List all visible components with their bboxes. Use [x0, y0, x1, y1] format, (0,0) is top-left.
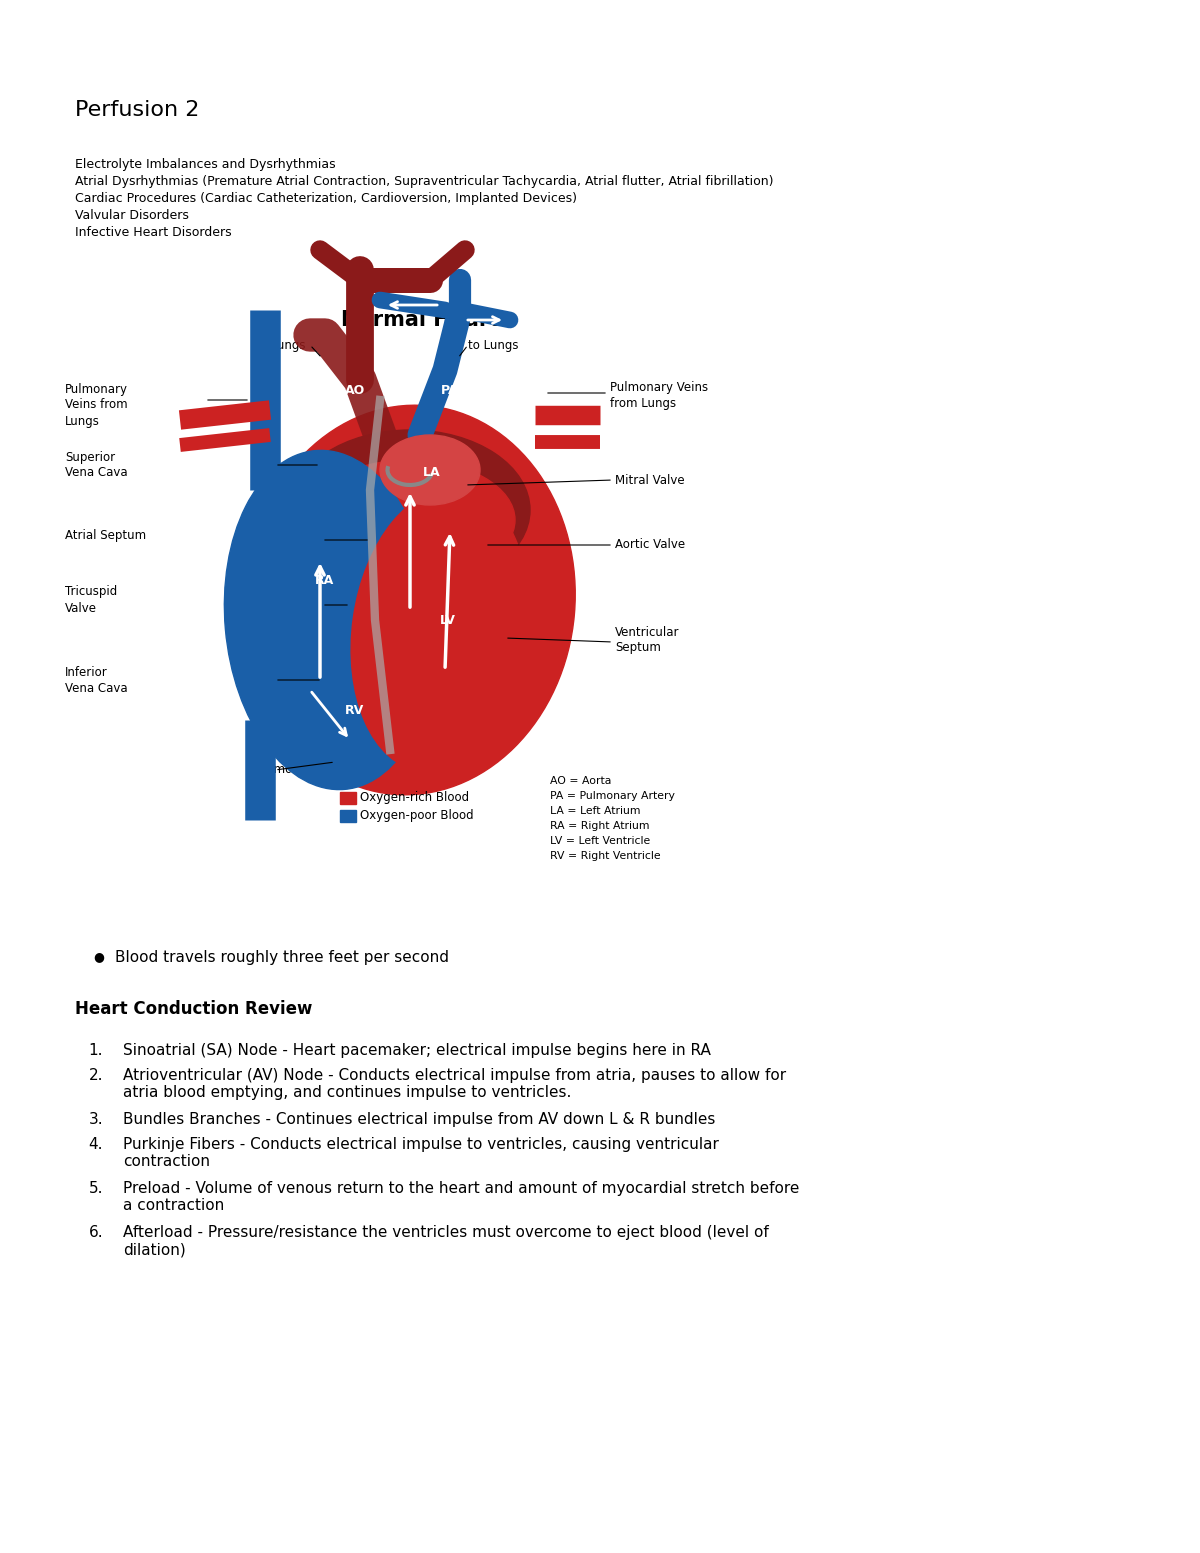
Text: Blood travels roughly three feet per second: Blood travels roughly three feet per sec… — [115, 950, 449, 964]
Ellipse shape — [245, 405, 575, 795]
Text: LV: LV — [440, 613, 456, 626]
Text: Cardiac Procedures (Cardiac Catheterization, Cardioversion, Implanted Devices): Cardiac Procedures (Cardiac Catheterizat… — [74, 193, 577, 205]
Text: Atrioventricular (AV) Node - Conducts electrical impulse from atria, pauses to a: Atrioventricular (AV) Node - Conducts el… — [124, 1068, 786, 1101]
Text: LA = Left Atrium: LA = Left Atrium — [550, 806, 641, 815]
Text: 2.: 2. — [89, 1068, 103, 1082]
Text: Pulmonary Veins
from Lungs: Pulmonary Veins from Lungs — [610, 380, 708, 410]
Text: 4.: 4. — [89, 1137, 103, 1152]
Ellipse shape — [290, 430, 530, 590]
Text: RV: RV — [346, 704, 365, 716]
Ellipse shape — [380, 435, 480, 505]
Text: Inferior
Vena Cava: Inferior Vena Cava — [65, 666, 127, 694]
Text: LA: LA — [424, 466, 440, 478]
Text: to Lungs: to Lungs — [256, 339, 306, 351]
Text: Pulmonary Valve: Pulmonary Valve — [256, 764, 354, 776]
Text: Ventricular
Septum: Ventricular Septum — [616, 626, 679, 654]
Text: PA = Pulmonary Artery: PA = Pulmonary Artery — [550, 790, 674, 801]
Text: Sinoatrial (SA) Node - Heart pacemaker; electrical impulse begins here in RA: Sinoatrial (SA) Node - Heart pacemaker; … — [124, 1044, 710, 1058]
Text: 6.: 6. — [89, 1225, 103, 1239]
Text: 1.: 1. — [89, 1044, 103, 1058]
Text: Valvular Disorders: Valvular Disorders — [74, 210, 188, 222]
Text: Superior
Vena Cava: Superior Vena Cava — [65, 450, 127, 480]
Text: Perfusion 2: Perfusion 2 — [74, 99, 199, 120]
Text: RA: RA — [316, 573, 335, 587]
Ellipse shape — [352, 488, 529, 772]
Text: Atrial Septum: Atrial Septum — [65, 528, 146, 542]
Text: RV = Right Ventricle: RV = Right Ventricle — [550, 851, 661, 860]
Text: Purkinje Fibers - Conducts electrical impulse to ventricles, causing ventricular: Purkinje Fibers - Conducts electrical im… — [124, 1137, 719, 1169]
Text: AO: AO — [344, 384, 365, 396]
Text: Heart Conduction Review: Heart Conduction Review — [74, 1000, 312, 1019]
Text: Electrolyte Imbalances and Dysrhythmias: Electrolyte Imbalances and Dysrhythmias — [74, 158, 336, 171]
Text: 5.: 5. — [89, 1180, 103, 1196]
Text: 3.: 3. — [89, 1112, 103, 1127]
Text: RA = Right Atrium: RA = Right Atrium — [550, 822, 649, 831]
Text: Pulmonary
Veins from
Lungs: Pulmonary Veins from Lungs — [65, 382, 128, 427]
Text: Preload - Volume of venous return to the heart and amount of myocardial stretch : Preload - Volume of venous return to the… — [124, 1180, 799, 1213]
Text: Tricuspid
Valve: Tricuspid Valve — [65, 585, 118, 615]
Text: Aortic Valve: Aortic Valve — [616, 539, 685, 551]
Text: ●: ● — [94, 950, 104, 963]
Text: to Lungs: to Lungs — [468, 339, 518, 351]
Text: Oxygen-rich Blood: Oxygen-rich Blood — [360, 792, 469, 804]
Text: Bundles Branches - Continues electrical impulse from AV down L & R bundles: Bundles Branches - Continues electrical … — [124, 1112, 715, 1127]
Text: Infective Heart Disorders: Infective Heart Disorders — [74, 227, 232, 239]
Bar — [340, 811, 356, 822]
Bar — [340, 792, 356, 804]
Text: PA: PA — [442, 384, 458, 396]
Text: Atrial Dysrhythmias (Premature Atrial Contraction, Supraventricular Tachycardia,: Atrial Dysrhythmias (Premature Atrial Co… — [74, 175, 774, 188]
Text: Normal Heart: Normal Heart — [341, 311, 499, 329]
Text: LV = Left Ventricle: LV = Left Ventricle — [550, 836, 650, 846]
Text: AO = Aorta: AO = Aorta — [550, 776, 611, 786]
Text: Oxygen-poor Blood: Oxygen-poor Blood — [360, 809, 474, 823]
Text: Afterload - Pressure/resistance the ventricles must overcome to eject blood (lev: Afterload - Pressure/resistance the vent… — [124, 1225, 769, 1258]
Text: Mitral Valve: Mitral Valve — [616, 474, 685, 486]
Ellipse shape — [305, 460, 515, 579]
Ellipse shape — [224, 450, 436, 789]
